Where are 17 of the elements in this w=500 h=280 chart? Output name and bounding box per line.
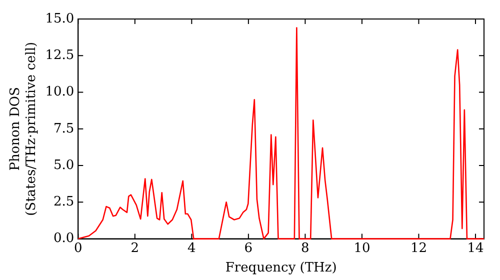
x-tick-label: 12 xyxy=(410,240,427,256)
x-tick-label: 10 xyxy=(354,240,370,256)
y-tick-label: 2.5 xyxy=(53,194,74,210)
y-tick-label: 0.0 xyxy=(53,231,74,246)
x-axis-title: Frequency (THz) xyxy=(225,260,337,276)
x-tick-label: 4 xyxy=(188,240,196,256)
y-tick-label: 7.5 xyxy=(53,121,74,136)
y-tick-label: 10.0 xyxy=(45,84,74,100)
x-tick-label: 8 xyxy=(301,240,310,256)
x-tick-label: 14 xyxy=(467,240,484,256)
y-tick-label: 5.0 xyxy=(53,158,74,173)
x-tick-label: 2 xyxy=(130,240,140,256)
y-tick-label: 15.0 xyxy=(45,11,74,26)
y-axis-title: Phonon DOS (States/THz·primitive cell) xyxy=(8,42,39,216)
x-tick-label: 6 xyxy=(244,240,253,256)
y-tick-label: 12.5 xyxy=(45,48,74,64)
x-tick-label: 0 xyxy=(74,240,82,256)
